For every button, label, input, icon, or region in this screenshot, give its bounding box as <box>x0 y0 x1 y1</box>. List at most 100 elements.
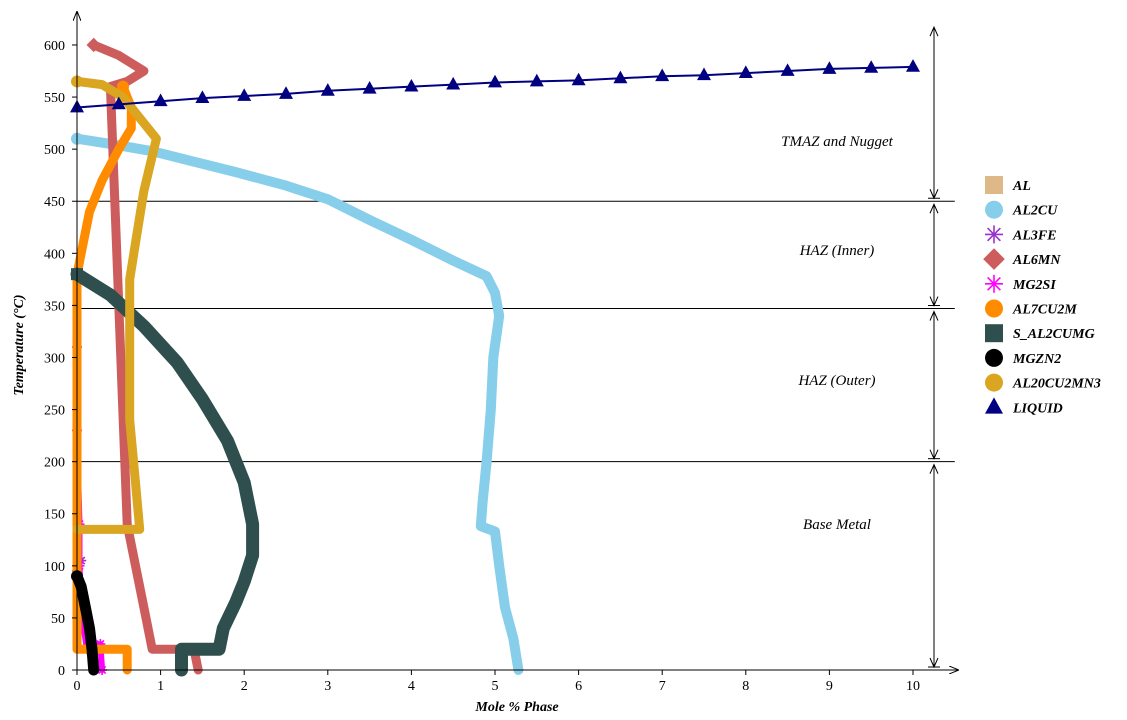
region-arrows <box>928 25 940 669</box>
legend-item-liquid: LIQUID <box>985 397 1063 416</box>
region-label: HAZ (Inner) <box>799 243 875 259</box>
legend-label: AL2CU <box>1012 204 1058 219</box>
legend-label: S_AL2CUMG <box>1013 327 1095 342</box>
legend-item-al20cu2mn3: AL20CU2MN3 <box>985 373 1101 392</box>
y-tick-label: 500 <box>44 143 65 158</box>
y-tick-label: 200 <box>44 456 65 471</box>
series-s_al2cumg <box>70 267 260 677</box>
x-tick-label: 0 <box>74 679 81 694</box>
region-range-arrow <box>928 203 940 307</box>
legend-item-mg2si: MG2SI <box>985 274 1056 293</box>
series-al7cu2m <box>72 80 136 675</box>
x-axis-title: Mole % Phase <box>474 700 558 715</box>
data-point <box>153 93 168 107</box>
series-liquid <box>70 59 920 113</box>
legend-label: MG2SI <box>1012 278 1056 293</box>
region-arrow-head-up <box>929 463 939 474</box>
y-tick-label: 450 <box>44 195 65 210</box>
legend-marker <box>985 324 1003 343</box>
region-arrow-head-up <box>929 25 939 37</box>
y-tick-label: 350 <box>44 299 65 314</box>
axes: 0 1 2 3 4 5 6 7 8 9 100501001502002503003504004505… <box>12 12 958 715</box>
x-tick-label: 8 <box>742 679 749 694</box>
legend-label: AL20CU2MN3 <box>1012 377 1101 392</box>
data-point-stroke <box>987 227 1001 242</box>
data-point <box>446 76 461 90</box>
region-boundaries <box>77 200 955 463</box>
legend-item-mgzn2: MGZN2 <box>985 348 1061 367</box>
y-tick-label: 100 <box>44 560 65 575</box>
legend-label: LIQUID <box>1012 401 1063 416</box>
x-tick-label: 2 <box>241 679 248 694</box>
region-label: TMAZ and Nugget <box>781 134 894 150</box>
region-range-arrow <box>928 310 940 460</box>
legend-marker <box>985 397 1003 414</box>
region-label: HAZ (Outer) <box>797 373 875 389</box>
legend-marker <box>985 373 1003 392</box>
legend-marker <box>985 299 1003 318</box>
data-point <box>697 67 711 81</box>
y-tick-label: 150 <box>44 508 65 523</box>
y-axis-title: Temperature (°C) <box>12 294 27 395</box>
data-point <box>738 65 753 79</box>
x-tick-label: 10 <box>906 679 920 694</box>
legend-item-al: AL <box>985 176 1031 194</box>
legend-label: AL6MN <box>1012 253 1061 268</box>
data-point <box>362 81 377 94</box>
y-tick-label: 300 <box>44 351 65 366</box>
legend-item-al3fe: AL3FE <box>985 225 1057 244</box>
data-point <box>822 61 837 74</box>
y-tick-label: 550 <box>44 91 65 106</box>
series-line <box>89 40 203 675</box>
region-arrow-head-up <box>929 310 939 321</box>
series-line <box>72 76 161 534</box>
series-line <box>71 570 100 676</box>
region-range-arrow <box>928 25 940 200</box>
data-point <box>320 83 335 96</box>
data-point <box>237 88 252 101</box>
y-tick-label: 50 <box>51 612 65 627</box>
data-point <box>116 80 129 93</box>
x-tick-label: 3 <box>324 679 331 694</box>
series-line <box>70 267 260 677</box>
x-tick-label: 6 <box>575 679 582 694</box>
data-point <box>529 73 544 87</box>
data-point <box>571 72 586 86</box>
x-tick-label: 1 <box>157 679 164 694</box>
data-point <box>655 68 670 82</box>
data-point <box>780 63 795 76</box>
data-point <box>404 78 419 92</box>
series-line <box>72 133 524 675</box>
region-labels: TMAZ and Nugget HAZ (Inner) HAZ (Outer) Bas… <box>781 134 894 533</box>
x-tick-label: 7 <box>659 679 666 694</box>
legend-item-al6mn: AL6MN <box>983 248 1061 270</box>
y-tick-label: 600 <box>44 39 65 54</box>
region-arrow-head-up <box>929 203 939 214</box>
legend-label: AL3FE <box>1012 228 1057 243</box>
legend-marker <box>983 248 1005 270</box>
data-point <box>111 96 126 110</box>
x-tick-label: 5 <box>492 679 499 694</box>
legend-item-al7cu2m: AL7CU2M <box>985 299 1077 318</box>
series-layer <box>70 37 920 677</box>
legend-item-al2cu: AL2CU <box>985 200 1058 219</box>
region-range-arrow <box>928 463 940 669</box>
legend-label: AL <box>1012 179 1031 194</box>
x-tick-label: 4 <box>408 679 415 694</box>
data-point <box>906 59 920 72</box>
legend-marker <box>985 274 1003 293</box>
data-point <box>864 60 879 73</box>
y-tick-label: 250 <box>44 404 65 419</box>
x-tick-label: 9 <box>826 679 833 694</box>
data-point <box>613 70 628 84</box>
data-point <box>279 86 293 99</box>
region-label: Base Metal <box>803 517 871 533</box>
data-point <box>488 74 502 88</box>
data-point <box>195 90 210 104</box>
legend-item-s_al2cumg: S_AL2CUMG <box>985 324 1095 343</box>
legend-label: AL7CU2M <box>1012 303 1077 318</box>
legend-marker <box>985 200 1003 219</box>
legend-label: MGZN2 <box>1012 352 1061 367</box>
series-line <box>72 82 136 675</box>
